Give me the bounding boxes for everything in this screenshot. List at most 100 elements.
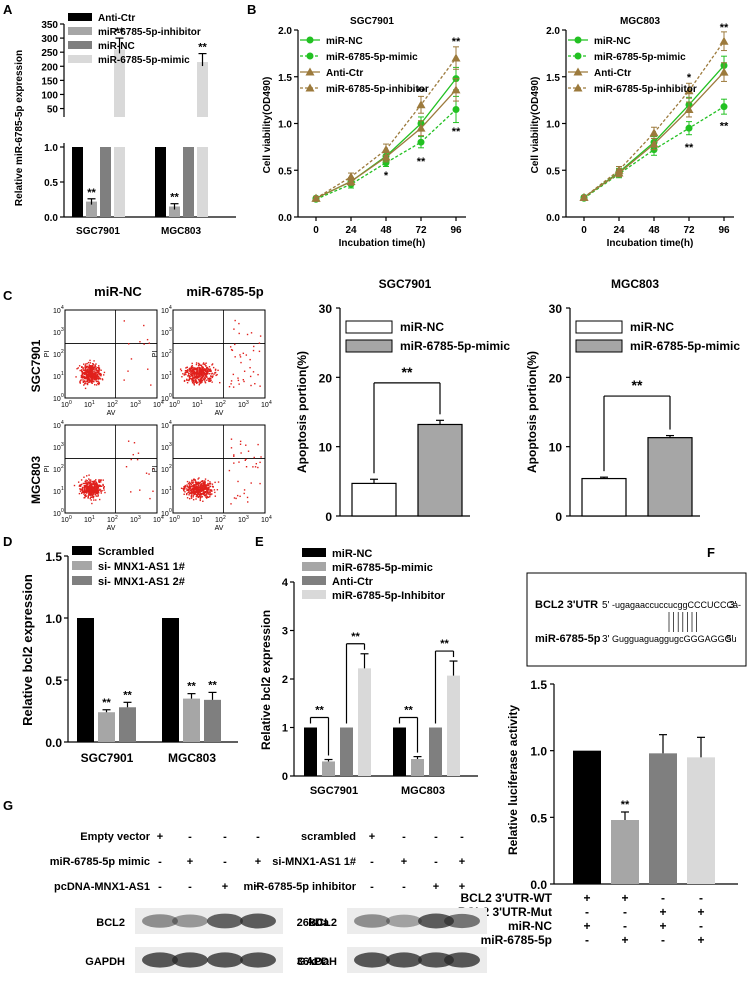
g-row-label: scrambled [301, 831, 356, 843]
c-event-dot [200, 382, 202, 384]
c-event-dot [93, 485, 95, 488]
b-point [451, 53, 461, 62]
c-event-dot [204, 380, 206, 382]
c-event-dot [211, 493, 213, 495]
c-event-dot [245, 466, 248, 468]
c-y-tick-exp: 3 [169, 442, 172, 448]
c-event-dot [93, 499, 95, 501]
c-event-dot [192, 380, 195, 383]
c-event-dot [86, 482, 89, 485]
e-sig-label: ** [315, 705, 324, 717]
c-event-dot [91, 376, 93, 378]
c-event-dot [192, 485, 195, 488]
c-event-dot [89, 497, 91, 500]
c-event-dot [184, 373, 186, 375]
b-point [720, 103, 728, 111]
b-legend-label: miR-6785-5p-mimic [594, 52, 686, 63]
d-legend-label: si- MNX1-AS1 1# [98, 561, 185, 573]
c-legend-swatch [575, 320, 623, 334]
panel-label-f: F [707, 545, 715, 560]
c-event-dot [204, 381, 207, 383]
c-event-dot [123, 320, 126, 322]
c-event-dot [202, 489, 204, 492]
c-event-dot [199, 364, 202, 366]
a-x-tick-label: MGC803 [161, 226, 201, 237]
b-chart-title: SGC7901 [350, 16, 394, 27]
c-event-dot [201, 369, 203, 371]
c-event-dot [196, 483, 198, 486]
c-pi-label: PI [44, 351, 51, 358]
c-event-dot [91, 373, 94, 375]
g-row-sign: - [402, 831, 406, 843]
c-event-dot [188, 379, 190, 382]
a-bar-upper [197, 62, 208, 117]
c-event-dot [100, 481, 102, 483]
c-event-dot [94, 480, 96, 482]
c-event-dot [203, 363, 206, 366]
c-event-dot [101, 490, 103, 492]
c-y-tick-label: 10 [161, 511, 169, 518]
c-event-dot [98, 484, 100, 486]
c-event-dot [90, 499, 92, 501]
d-sig: ** [208, 679, 217, 691]
c-y-tick-exp: 3 [61, 327, 64, 333]
c-event-dot [89, 483, 91, 486]
b-annotation: ** [685, 142, 694, 154]
d-legend-label: si- MNX1-AS1 2# [98, 576, 185, 588]
c-event-dot [190, 483, 193, 486]
c-event-dot [208, 377, 210, 380]
c-event-dot [187, 486, 190, 488]
c-event-dot [92, 377, 95, 379]
c-event-dot [96, 375, 99, 377]
c-event-dot [99, 480, 101, 483]
c-event-dot [102, 479, 104, 481]
c-event-dot [88, 494, 91, 496]
panel-label-b: B [247, 2, 256, 17]
c-event-dot [186, 370, 188, 372]
b-point [719, 36, 729, 45]
c-x-tick-exp: 0 [69, 515, 72, 521]
c-event-dot [94, 491, 97, 493]
e-bar [304, 727, 317, 776]
c-event-dot [195, 381, 197, 384]
c-y-tick-label: 10 [53, 445, 61, 452]
c-y-tick-exp: 0 [169, 393, 172, 399]
g-row-sign: + [157, 831, 163, 843]
c-event-dot [84, 387, 87, 390]
c-event-dot [95, 499, 97, 501]
c-y-tick-label: 10 [53, 352, 61, 359]
c-event-dot [205, 370, 208, 372]
c-event-dot [82, 486, 84, 489]
c-pi-label: PI [152, 351, 159, 358]
c-bar-title: MGC803 [611, 277, 659, 291]
c-event-dot [230, 438, 233, 440]
c-event-dot [93, 484, 96, 487]
c-event-dot [84, 491, 86, 494]
g-band [354, 914, 390, 928]
c-event-dot [88, 488, 91, 490]
b-point [452, 105, 460, 113]
a-y-tick-label: 50 [47, 105, 59, 116]
c-event-dot [204, 373, 207, 375]
c-event-dot [187, 371, 189, 374]
c-event-dot [194, 373, 197, 375]
b-annotation: ** [417, 156, 426, 168]
c-event-dot [201, 377, 203, 379]
c-event-dot [200, 379, 202, 381]
b-annotation: * [384, 170, 389, 182]
f-row-sign: + [621, 891, 628, 905]
c-event-dot [210, 375, 212, 377]
c-event-dot [211, 490, 213, 492]
c-event-dot [209, 380, 211, 382]
c-event-dot [95, 482, 98, 484]
c-y-tick-label: 10 [161, 445, 169, 452]
c-event-dot [207, 368, 209, 371]
c-event-dot [206, 488, 208, 491]
c-event-dot [207, 367, 209, 370]
b-y-axis-title: Cell viability(OD490) [530, 77, 541, 174]
c-event-dot [95, 378, 98, 380]
c-event-dot [80, 492, 83, 495]
c-bar-y-tick-label: 20 [319, 371, 333, 385]
c-event-dot [204, 488, 206, 491]
c-y-tick-exp: 1 [169, 371, 172, 377]
